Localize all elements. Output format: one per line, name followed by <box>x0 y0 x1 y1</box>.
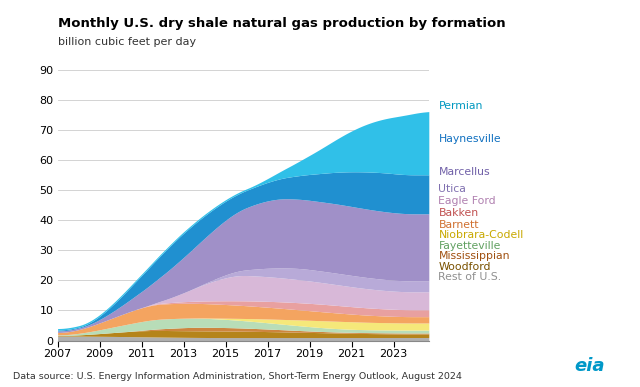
Text: Mississippian: Mississippian <box>438 251 510 261</box>
Text: Haynesville: Haynesville <box>438 134 501 144</box>
Text: Data source: U.S. Energy Information Administration, Short-Term Energy Outlook, : Data source: U.S. Energy Information Adm… <box>13 372 461 381</box>
Text: billion cubic feet per day: billion cubic feet per day <box>58 37 196 47</box>
Text: eia: eia <box>574 357 605 375</box>
Text: Utica: Utica <box>438 183 467 194</box>
Text: Fayetteville: Fayetteville <box>438 241 500 251</box>
Text: Monthly U.S. dry shale natural gas production by formation: Monthly U.S. dry shale natural gas produ… <box>58 17 505 31</box>
Text: Bakken: Bakken <box>438 208 479 217</box>
Text: Rest of U.S.: Rest of U.S. <box>438 272 502 283</box>
Text: Niobrara-Codell: Niobrara-Codell <box>438 230 524 240</box>
Text: Eagle Ford: Eagle Ford <box>438 195 496 205</box>
Text: Marcellus: Marcellus <box>438 167 490 177</box>
Text: Permian: Permian <box>438 101 483 111</box>
Text: Barnett: Barnett <box>438 220 479 229</box>
Text: Woodford: Woodford <box>438 262 491 272</box>
